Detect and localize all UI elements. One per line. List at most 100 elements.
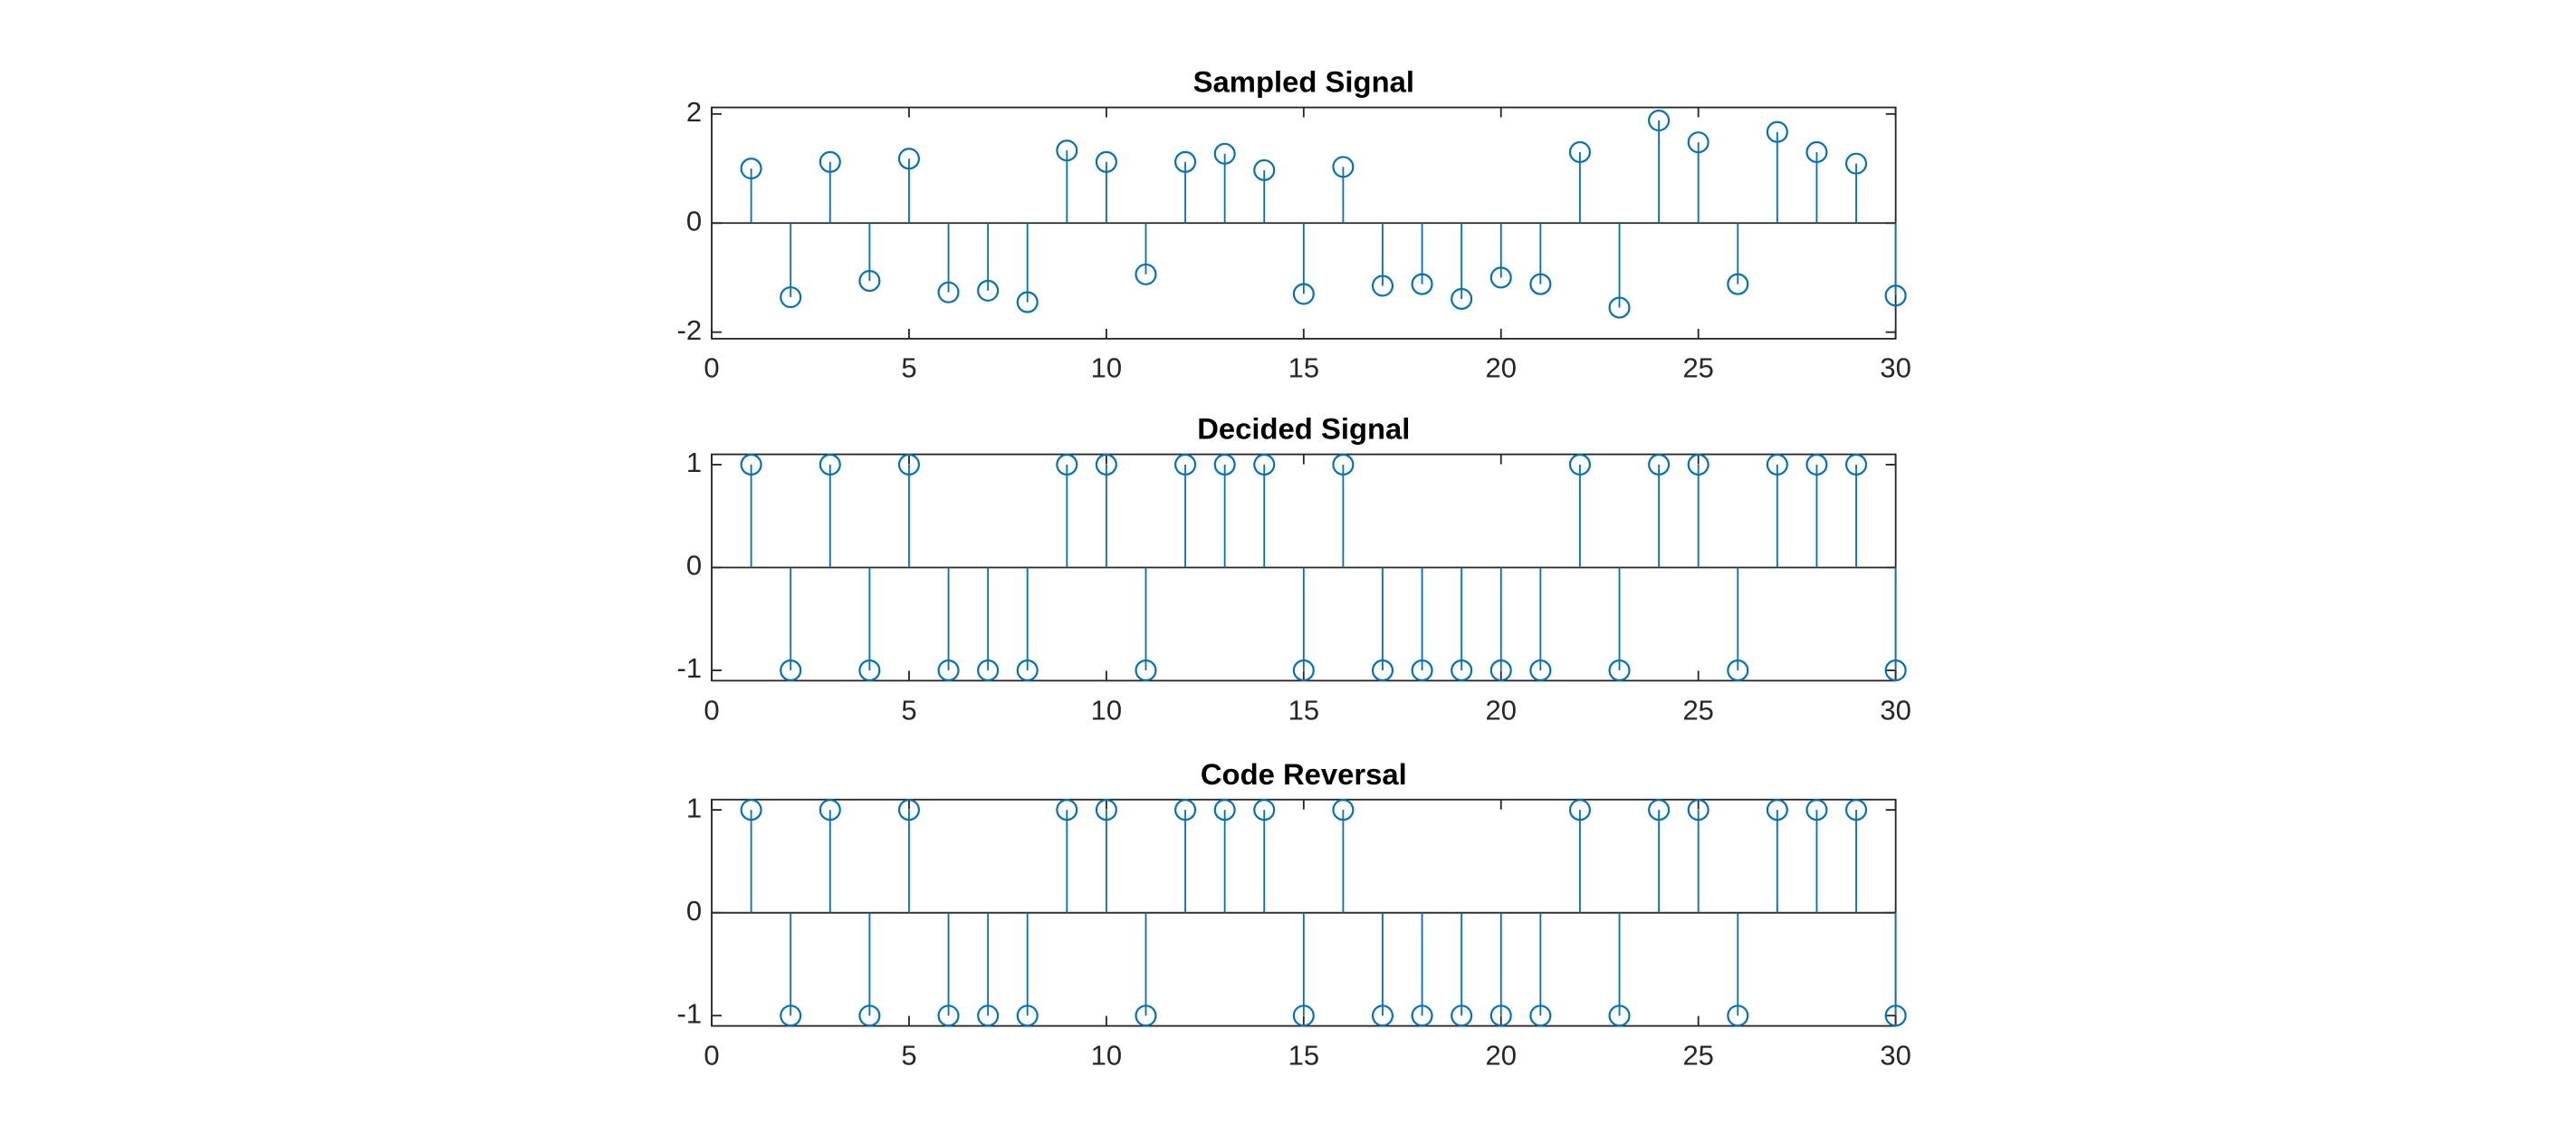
stem-marker — [1845, 453, 1868, 476]
stem-marker — [1568, 453, 1591, 476]
stem-marker — [897, 453, 920, 476]
stem-marker — [1135, 1005, 1157, 1027]
stem-marker — [1568, 140, 1591, 164]
stem-marker — [1174, 453, 1197, 476]
stem-marker — [740, 799, 762, 822]
y-tick-label: 0 — [686, 550, 702, 582]
x-tick-label: 5 — [901, 1039, 916, 1071]
stem-marker — [1016, 291, 1039, 313]
stem-marker — [1608, 1005, 1631, 1027]
stem-marker — [1213, 799, 1236, 822]
stem-marker — [1568, 799, 1591, 822]
stem-marker — [740, 158, 762, 180]
y-tick-label: 1 — [686, 447, 702, 478]
x-tick-label: 5 — [901, 694, 916, 726]
stem-marker — [1489, 266, 1512, 289]
stem-marker — [1016, 659, 1039, 682]
x-tick-label: 25 — [1682, 1039, 1713, 1071]
x-tick-label: 30 — [1880, 1039, 1910, 1071]
stem-marker — [1411, 1005, 1433, 1027]
stem-marker — [1253, 159, 1276, 181]
x-tick-label: 15 — [1288, 694, 1319, 726]
stem-marker — [1253, 453, 1276, 476]
stem-marker — [1213, 453, 1236, 476]
y-tick-label: -1 — [677, 997, 703, 1029]
stem-marker — [1648, 799, 1671, 822]
stem-marker — [1174, 150, 1197, 173]
stem-marker — [1411, 659, 1433, 682]
y-tick-label: 0 — [686, 205, 702, 236]
stem-marker — [1529, 1005, 1552, 1027]
stem-marker — [897, 799, 920, 822]
stem-marker — [1292, 1005, 1315, 1027]
x-tick-label: 20 — [1486, 694, 1517, 726]
stem-marker — [1608, 296, 1631, 319]
stem-marker — [1727, 273, 1749, 295]
stem-marker — [1253, 799, 1276, 822]
stem-marker — [897, 148, 920, 170]
y-tick-label: -1 — [677, 652, 703, 684]
stem-marker — [819, 453, 841, 476]
stem-marker — [937, 659, 960, 682]
stem-marker — [1727, 1005, 1749, 1027]
stem-marker — [1648, 453, 1671, 476]
stem-marker — [1805, 453, 1828, 476]
x-tick-label: 10 — [1091, 694, 1122, 726]
stem-marker — [1411, 273, 1433, 295]
stem-marker — [1805, 140, 1828, 164]
stem-marker — [977, 279, 1000, 302]
stem-marker — [1766, 799, 1788, 822]
x-tick-label: 20 — [1486, 1039, 1517, 1071]
x-tick-label: 10 — [1091, 1039, 1122, 1071]
stem-marker — [1213, 142, 1236, 165]
stem-marker — [1687, 799, 1709, 822]
x-tick-label: 20 — [1486, 352, 1517, 384]
stem-marker — [1845, 152, 1868, 175]
stem-marker — [1371, 274, 1394, 297]
x-tick-label: 0 — [704, 1039, 719, 1071]
x-tick-label: 25 — [1682, 352, 1713, 384]
stem-marker — [1292, 283, 1315, 305]
stem-marker — [858, 270, 881, 293]
stem-marker — [1727, 659, 1749, 682]
x-tick-label: 15 — [1288, 352, 1319, 384]
stem-marker — [819, 150, 841, 173]
y-tick-label: 1 — [686, 792, 702, 823]
stem-marker — [780, 659, 802, 682]
stem-marker — [937, 281, 960, 303]
stem-marker — [1451, 659, 1473, 682]
y-tick-label: 0 — [686, 895, 702, 927]
stem-marker — [1687, 453, 1709, 476]
stem-marker — [1608, 659, 1631, 682]
chart-title: Code Reversal — [1201, 757, 1407, 791]
chart-title: Decided Signal — [1197, 412, 1410, 446]
stem-marker — [1135, 263, 1157, 285]
stem-marker — [858, 1005, 881, 1027]
chart-title: Sampled Signal — [1193, 65, 1414, 99]
stem-marker — [1845, 799, 1868, 822]
stem-marker — [1056, 453, 1078, 476]
y-tick-label: 2 — [686, 96, 702, 128]
stem-marker — [1292, 659, 1315, 682]
stem-marker — [1174, 799, 1197, 822]
x-tick-label: 10 — [1091, 352, 1122, 384]
stem-marker — [1766, 120, 1788, 143]
stem-marker — [740, 453, 762, 476]
stem-marker — [1056, 139, 1078, 162]
stem-marker — [1687, 131, 1709, 154]
stem-marker — [1648, 110, 1671, 132]
x-tick-label: 15 — [1288, 1039, 1319, 1071]
stem-marker — [858, 659, 881, 682]
stem-marker — [1135, 659, 1157, 682]
stem-marker — [1489, 659, 1512, 682]
x-tick-label: 25 — [1682, 694, 1713, 726]
stem-marker — [1016, 1005, 1039, 1027]
stem-marker — [1371, 659, 1394, 682]
stem-marker — [1332, 453, 1355, 476]
stem-marker — [1056, 799, 1078, 822]
x-tick-label: 5 — [901, 352, 916, 384]
